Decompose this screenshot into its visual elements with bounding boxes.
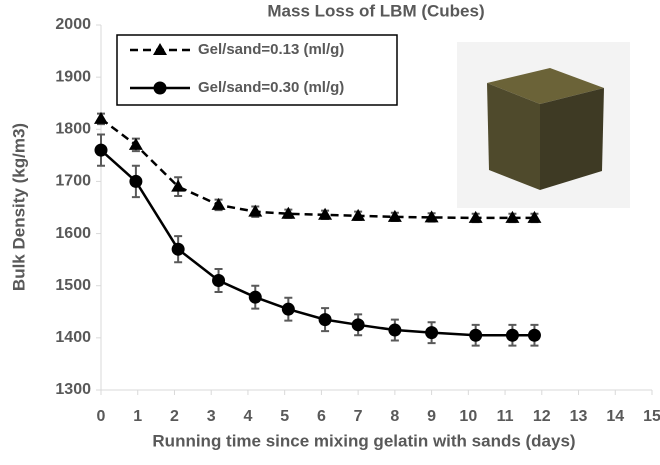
marker — [424, 210, 439, 223]
marker — [211, 197, 226, 210]
x-tick-label: 14 — [606, 408, 624, 425]
x-tick-label: 15 — [643, 408, 660, 425]
legend-label: Gel/sand=0.13 (ml/g) — [198, 41, 344, 58]
x-tick-label: 11 — [497, 408, 514, 425]
x-tick-label: 0 — [97, 408, 106, 425]
marker — [351, 208, 366, 221]
marker — [248, 290, 262, 304]
x-tick-label: 1 — [133, 408, 142, 425]
marker — [505, 210, 520, 223]
photo — [457, 42, 630, 208]
marker — [469, 328, 483, 342]
marker — [128, 137, 143, 150]
y-tick-label: 1600 — [55, 225, 91, 242]
marker — [351, 318, 365, 332]
x-tick-label: 2 — [170, 408, 179, 425]
legend-label: Gel/sand=0.30 (ml/g) — [198, 79, 344, 96]
x-tick-label: 3 — [207, 408, 216, 425]
x-tick-label: 5 — [280, 408, 289, 425]
x-axis-label: Running time since mixing gelatin with s… — [152, 431, 575, 450]
marker — [248, 204, 263, 217]
marker — [94, 143, 108, 157]
marker — [171, 179, 186, 192]
marker — [129, 174, 143, 188]
x-tick-label: 8 — [390, 408, 399, 425]
marker — [505, 328, 519, 342]
marker — [527, 210, 542, 223]
marker — [318, 313, 332, 327]
legend-marker — [153, 81, 167, 95]
marker — [388, 323, 402, 337]
y-tick-label: 1800 — [55, 121, 91, 138]
x-tick-label: 12 — [533, 408, 551, 425]
x-tick-label: 7 — [354, 408, 363, 425]
marker — [387, 209, 402, 222]
y-tick-label: 1700 — [55, 173, 91, 190]
marker — [281, 206, 296, 219]
y-tick-label: 1400 — [55, 329, 91, 346]
marker — [527, 328, 541, 342]
x-tick-label: 4 — [243, 408, 252, 425]
x-tick-label: 10 — [459, 408, 477, 425]
x-tick-label: 9 — [427, 408, 436, 425]
marker — [425, 326, 439, 340]
y-tick-label: 1900 — [55, 68, 91, 85]
marker — [318, 207, 333, 220]
marker — [468, 210, 483, 223]
x-tick-label: 13 — [570, 408, 588, 425]
y-tick-label: 2000 — [55, 16, 91, 33]
chart-title: Mass Loss of LBM (Cubes) — [267, 1, 484, 20]
marker — [212, 274, 226, 287]
y-tick-label: 1300 — [55, 381, 91, 398]
y-axis-label: Bulk Density (kg/m3) — [9, 123, 28, 291]
x-tick-label: 6 — [317, 408, 326, 425]
marker — [94, 111, 108, 124]
y-tick-label: 1500 — [55, 277, 91, 294]
marker — [281, 302, 295, 316]
marker — [171, 242, 185, 256]
legend-marker — [153, 43, 167, 55]
